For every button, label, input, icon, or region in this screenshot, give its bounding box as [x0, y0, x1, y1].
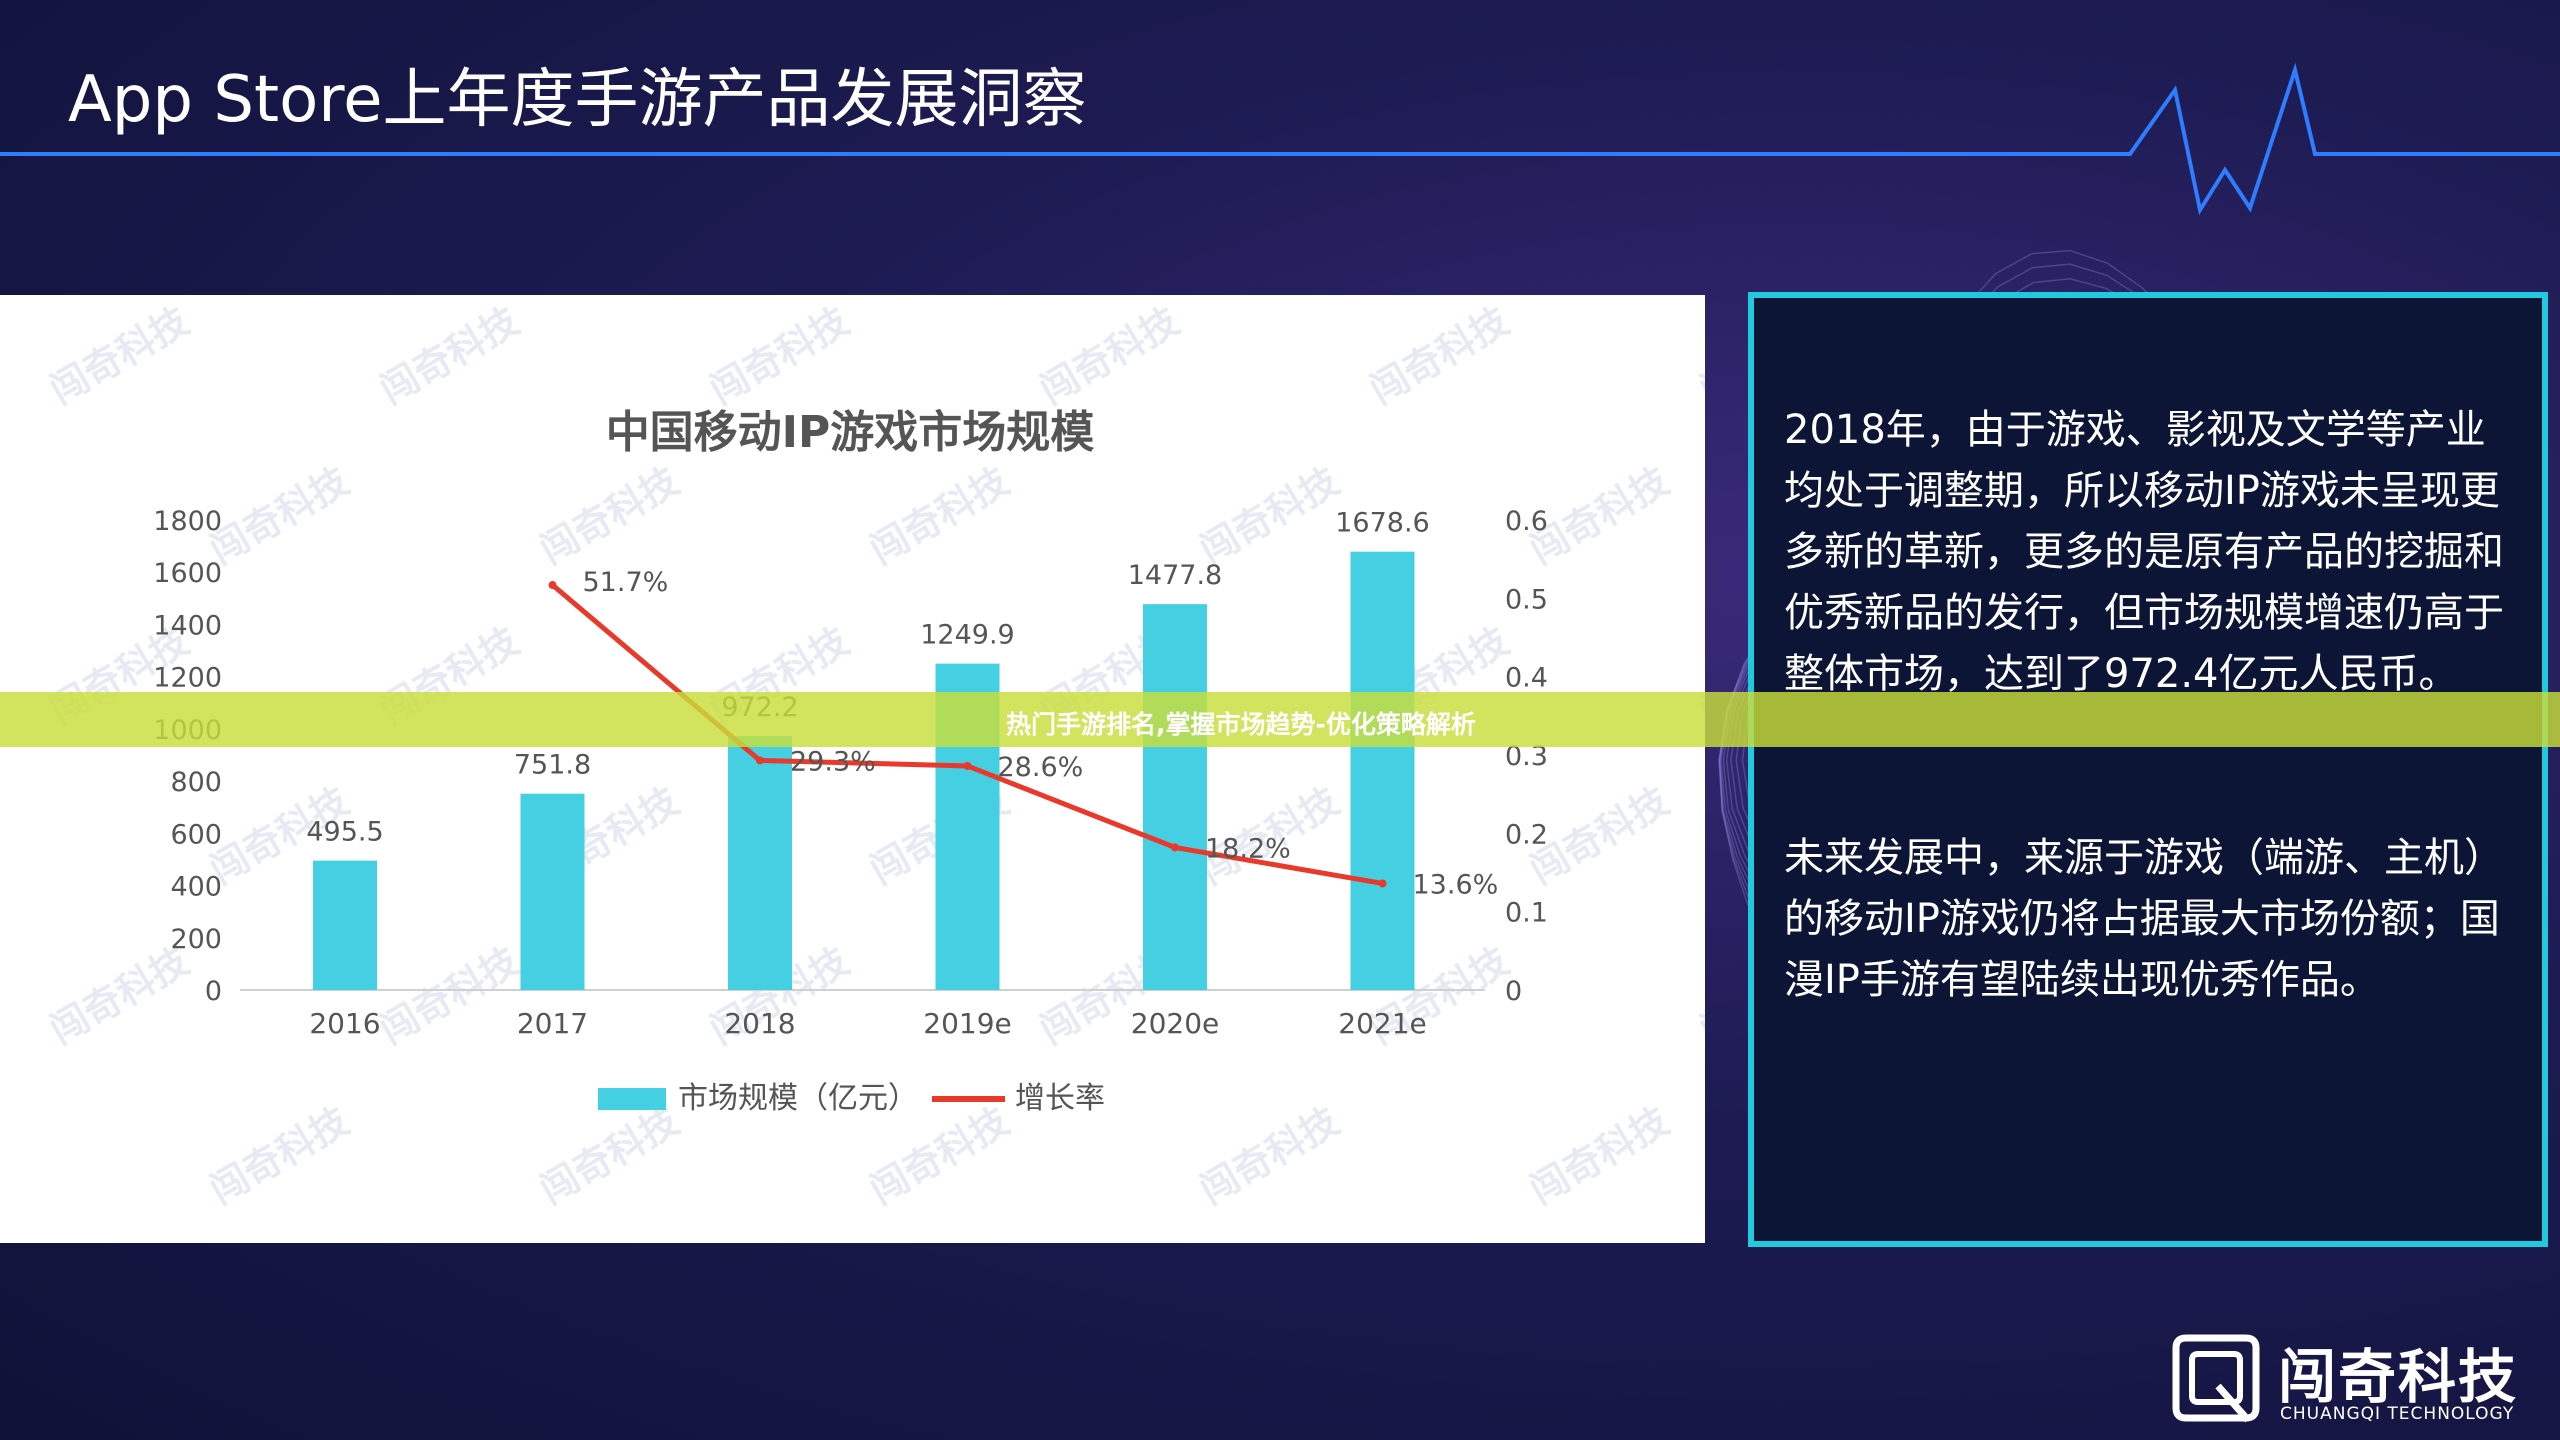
- legend-line-label: 增长率: [1015, 1081, 1105, 1116]
- growth-point: [963, 761, 972, 770]
- watermark-text: 闯奇科技: [373, 939, 527, 1053]
- y-right-tick-label: 0.1: [1505, 898, 1548, 929]
- banner-text[interactable]: 热门手游排名,掌握市场趋势-优化策略解析: [1006, 710, 1476, 739]
- y-right-tick-label: 0.5: [1505, 584, 1548, 615]
- bar-value-label: 751.8: [514, 750, 591, 781]
- growth-point: [1171, 843, 1179, 852]
- watermark-text: 闯奇科技: [1693, 939, 1706, 1053]
- watermark-text: 闯奇科技: [1193, 459, 1347, 573]
- bar: [1143, 604, 1207, 990]
- legend-bar-swatch: [598, 1088, 666, 1110]
- slide-title: App Store上年度手游产品发展洞察: [68, 63, 1087, 137]
- y-left-tick-label: 0: [205, 976, 222, 1007]
- watermark-text: 闯奇科技: [1193, 1099, 1347, 1213]
- watermark-text: 闯奇科技: [533, 459, 687, 573]
- growth-value-label: 29.3%: [790, 746, 876, 777]
- y-left-tick-label: 800: [170, 767, 222, 798]
- watermark-text: 闯奇科技: [203, 459, 357, 573]
- watermark-text: 闯奇科技: [1693, 299, 1706, 413]
- y-right-tick-label: 0.6: [1505, 506, 1548, 537]
- logo-name: 闯奇科技: [2278, 1343, 2519, 1411]
- watermark-text: 闯奇科技: [863, 459, 1017, 573]
- y-right-tick-label: 0.2: [1505, 819, 1548, 850]
- bar: [1350, 551, 1415, 990]
- y-left-tick-label: 600: [170, 819, 222, 850]
- chuangqi-logo-icon: [2172, 1334, 2260, 1423]
- growth-value-label: 28.6%: [998, 752, 1084, 783]
- bar: [728, 736, 792, 990]
- bar: [313, 860, 377, 990]
- growth-point: [1378, 879, 1387, 888]
- y-right-tick-label: 0: [1505, 976, 1522, 1007]
- growth-point: [756, 756, 764, 765]
- legend-bar-label: 市场规模（亿元）: [678, 1081, 918, 1116]
- bar-value-label: 1249.9: [920, 620, 1014, 651]
- watermark-text: 闯奇科技: [533, 1099, 687, 1213]
- header-pulse-line: [0, 62, 2560, 216]
- growth-point: [548, 581, 557, 590]
- bar: [520, 793, 585, 990]
- y-left-tick-label: 400: [170, 872, 222, 903]
- insight-text-panel: 2018年，由于游戏、影视及文学等产业均处于调整期，所以移动IP游戏未呈现更多新…: [1748, 292, 2548, 1247]
- x-tick-label: 2018: [724, 1007, 795, 1040]
- chart-panel: 闯奇科技 闯奇科技 闯奇科技 闯奇科技 闯奇科技 闯奇科技 闯奇科技 闯奇科技 闯奇科技 闯奇科技…: [0, 295, 1705, 1243]
- insight-paragraph-1: 2018年，由于游戏、影视及文学等产业均处于调整期，所以移动IP游戏未呈现更多新…: [1784, 407, 2504, 697]
- y-left-tick-label: 200: [170, 924, 222, 955]
- x-tick-label: 2016: [309, 1007, 380, 1040]
- x-tick-label: 2017: [517, 1007, 588, 1040]
- watermark-text: 闯奇科技: [1363, 299, 1517, 413]
- y-left-tick-label: 1200: [153, 663, 222, 694]
- watermark-text: 闯奇科技: [43, 939, 197, 1053]
- bar-value-label: 1678.6: [1335, 508, 1429, 539]
- y-left-tick-label: 1400: [153, 610, 222, 641]
- watermark-text: 闯奇科技: [43, 299, 197, 413]
- watermark-text: 闯奇科技: [1033, 299, 1187, 413]
- headline-banner[interactable]: 热门手游排名,掌握市场趋势-优化策略解析: [0, 692, 2560, 747]
- bar-value-label: 495.5: [306, 817, 383, 848]
- bar-value-label: 1477.8: [1128, 560, 1222, 591]
- company-logo: 闯奇科技 CHUANGQI TECHNOLOGY: [2168, 1330, 2538, 1430]
- growth-value-label: 51.7%: [583, 567, 669, 598]
- watermark-text: 闯奇科技: [703, 299, 857, 413]
- logo-subtitle: CHUANGQI TECHNOLOGY: [2280, 1404, 2515, 1424]
- chart-title: 中国移动IP游戏市场规模: [606, 407, 1095, 458]
- y-right-tick-label: 0.4: [1505, 663, 1548, 694]
- growth-value-label: 13.6%: [1413, 869, 1499, 900]
- watermark-text: 闯奇科技: [1523, 1099, 1677, 1213]
- x-tick-label: 2020e: [1131, 1007, 1219, 1040]
- growth-value-label: 18.2%: [1205, 833, 1291, 864]
- y-left-tick-label: 1600: [153, 558, 222, 589]
- watermark-text: 闯奇科技: [203, 1099, 357, 1213]
- x-tick-label: 2019e: [923, 1007, 1011, 1040]
- x-tick-label: 2021e: [1338, 1007, 1426, 1040]
- watermark-text: 闯奇科技: [373, 299, 527, 413]
- y-left-tick-label: 1800: [153, 506, 222, 537]
- insight-paragraph-2: 未来发展中，来源于游戏（端游、主机）的移动IP游戏仍将占据最大市场份额；国漫IP…: [1784, 835, 2504, 1003]
